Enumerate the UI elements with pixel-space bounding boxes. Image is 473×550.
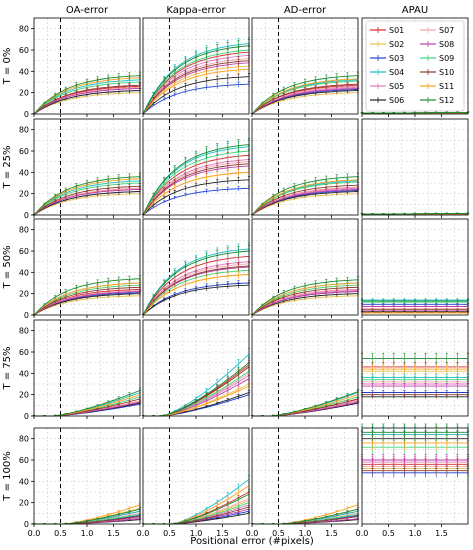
panel bbox=[141, 118, 251, 218]
panel: 0 20 40 60 80 bbox=[19, 17, 142, 119]
row-labels: T = 0% T = 25% T = 50% T = 75% T = 100% bbox=[2, 48, 13, 502]
panel: 0 20 40 60 80 bbox=[19, 319, 142, 421]
panel bbox=[250, 118, 360, 218]
row-label: T = 75% bbox=[2, 346, 13, 390]
y-tick-label: 40 bbox=[19, 67, 29, 76]
y-tick-label: 0 bbox=[24, 311, 29, 320]
panel bbox=[360, 118, 470, 218]
y-tick-label: 60 bbox=[19, 147, 29, 156]
column-titles: OA-error Kappa-error AD-error APAU bbox=[66, 5, 428, 16]
y-tick-label: 0 bbox=[24, 110, 29, 119]
row-label: T = 0% bbox=[2, 48, 13, 86]
panel bbox=[360, 218, 470, 318]
panel bbox=[141, 319, 251, 419]
y-tick-label: 0 bbox=[24, 412, 29, 421]
y-tick-label: 80 bbox=[19, 126, 29, 135]
y-tick-label: 80 bbox=[19, 226, 29, 235]
y-tick-label: 20 bbox=[19, 391, 29, 400]
panel bbox=[250, 17, 360, 117]
y-tick-label: 20 bbox=[19, 290, 29, 299]
y-tick-label: 80 bbox=[19, 25, 29, 34]
row-label: T = 25% bbox=[2, 145, 13, 189]
y-tick-label: 60 bbox=[19, 247, 29, 256]
y-tick-label: 20 bbox=[19, 89, 29, 98]
column-title: OA-error bbox=[66, 5, 109, 16]
panel bbox=[141, 218, 251, 318]
column-title: Kappa-error bbox=[166, 5, 226, 16]
panel bbox=[141, 17, 251, 117]
y-tick-label: 0 bbox=[24, 211, 29, 220]
panel bbox=[250, 319, 360, 419]
y-tick-label: 40 bbox=[19, 369, 29, 378]
panel bbox=[250, 218, 360, 318]
y-tick-label: 40 bbox=[19, 168, 29, 177]
y-tick-label: 40 bbox=[19, 268, 29, 277]
column-title: APAU bbox=[402, 5, 428, 16]
row-label: T = 100% bbox=[2, 451, 13, 501]
panel: 0 20 40 60 80 bbox=[19, 218, 142, 320]
panel bbox=[360, 319, 470, 419]
y-tick-label: 60 bbox=[19, 46, 29, 55]
y-tick-label: 20 bbox=[19, 190, 29, 199]
panel: 0 20 40 60 80 bbox=[19, 118, 142, 220]
column-title: AD-error bbox=[284, 5, 327, 16]
y-tick-label: 80 bbox=[19, 327, 29, 336]
row-label: T = 50% bbox=[2, 245, 13, 289]
y-tick-label: 60 bbox=[19, 348, 29, 357]
